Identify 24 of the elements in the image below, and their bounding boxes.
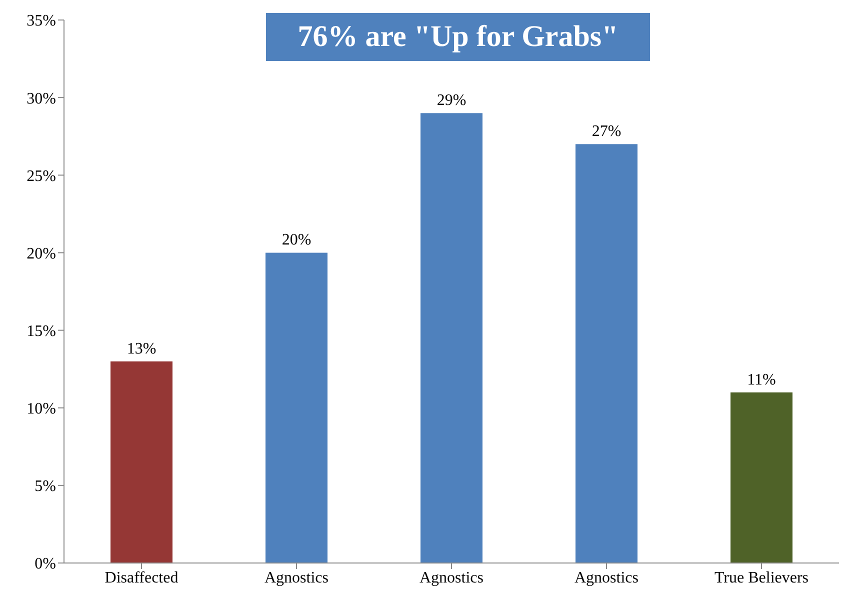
y-tick-label: 10% [26, 400, 56, 418]
y-tick-label: 30% [26, 90, 56, 108]
bar [576, 144, 638, 563]
y-tick-label: 0% [34, 556, 56, 573]
bar [730, 392, 792, 563]
chart-title: 76% are "Up for Grabs" [266, 13, 650, 61]
bar [266, 252, 328, 563]
y-tick-label: 15% [26, 322, 56, 340]
data-label: 29% [436, 92, 466, 110]
x-tick-label: True Believers [714, 569, 809, 586]
bar [420, 113, 482, 563]
x-tick-label: Agnostics [420, 569, 484, 586]
y-tick-label: 25% [26, 168, 56, 185]
data-label: 13% [126, 340, 156, 358]
bar [110, 361, 172, 563]
y-tick-label: 20% [26, 245, 56, 262]
y-tick-label: 5% [34, 478, 56, 496]
y-tick-label: 35% [26, 12, 56, 30]
x-tick-label: Disaffected [104, 569, 178, 586]
data-label: 20% [282, 232, 312, 249]
data-label: 27% [592, 123, 622, 140]
x-tick-label: Agnostics [264, 569, 328, 586]
x-tick-label: Agnostics [574, 569, 638, 586]
data-label: 11% [747, 371, 776, 388]
